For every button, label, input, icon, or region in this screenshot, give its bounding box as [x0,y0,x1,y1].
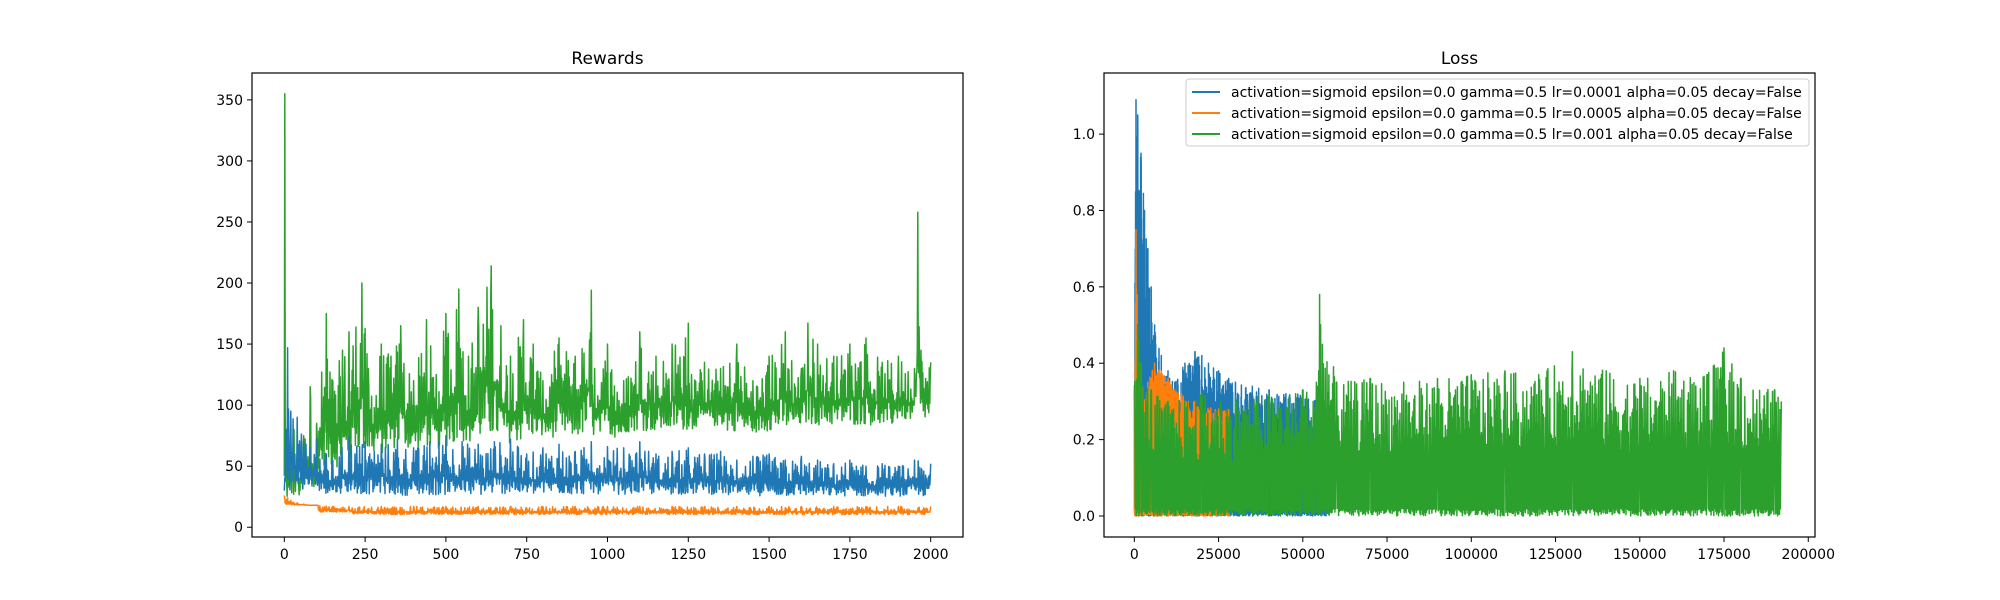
rewards-x-tick-label: 1250 [670,547,706,563]
loss-x-tick-label: 125000 [1529,547,1582,563]
loss-y-tick-label: 0.6 [1073,280,1095,296]
rewards-y-axis: 0 50 100 150 200 250 300 350 [216,93,252,536]
rewards-y-tick-label: 250 [216,215,243,231]
rewards-x-axis: 0 250 500 750 1000 1250 1500 1750 2000 [280,537,949,563]
loss-x-tick-label: 75000 [1365,547,1410,563]
rewards-x-tick-label: 1750 [832,547,868,563]
loss-x-tick-label: 25000 [1196,547,1241,563]
rewards-y-tick-label: 100 [216,398,243,414]
loss-y-tick-label: 1.0 [1073,127,1095,143]
rewards-x-tick-label: 0 [280,547,289,563]
loss-lines [1133,98,1783,517]
rewards-y-tick-label: 200 [216,276,243,292]
legend-box [1185,78,1810,147]
rewards-plot-frame [251,72,964,538]
loss-y-tick-label: 0.8 [1073,203,1095,219]
rewards-x-tick-label: 2000 [913,547,949,563]
loss-x-tick-label: 150000 [1613,547,1666,563]
loss-y-tick-label: 0.0 [1073,509,1095,525]
loss-x-tick-label: 50000 [1281,547,1326,563]
loss-title: Loss [1441,49,1478,69]
rewards-x-tick-label: 750 [513,547,540,563]
loss-x-tick-label: 175000 [1697,547,1750,563]
rewards-series-line-0 [283,93,932,498]
rewards-subplot: Rewards 0 250 500 750 1000 1250 1500 1750 2000 0… [216,49,964,563]
loss-subplot: Loss 0 25000 50000 75000 100000 125000 150000 1… [1073,49,1835,563]
loss-y-axis: 0.0 0.2 0.4 0.6 0.8 1.0 [1073,127,1104,525]
rewards-y-tick-label: 350 [216,93,243,109]
loss-y-tick-label: 0.2 [1073,433,1095,449]
legend-label-lr-0.001: activation=sigmoid epsilon=0.0 gamma=0.5… [1231,127,1793,143]
rewards-lines [283,93,932,516]
rewards-y-tick-label: 0 [234,520,243,536]
loss-series-line-2 [1133,293,1783,517]
rewards-series-line-2 [283,495,932,516]
loss-x-axis: 0 25000 50000 75000 100000 125000 150000 175000… [1130,537,1835,563]
loss-x-tick-label: 200000 [1782,547,1835,563]
rewards-x-tick-label: 1000 [590,547,626,563]
rewards-x-tick-label: 250 [352,547,379,563]
rewards-y-tick-label: 150 [216,337,243,353]
legend-label-lr-0.0001: activation=sigmoid epsilon=0.0 gamma=0.5… [1231,85,1802,101]
loss-legend: activation=sigmoid epsilon=0.0 gamma=0.5… [1185,78,1810,147]
rewards-series-line-1 [283,346,932,497]
loss-plot-frame [1103,72,1816,538]
rewards-x-tick-label: 500 [433,547,460,563]
rewards-x-tick-label: 1500 [751,547,787,563]
rewards-y-tick-label: 50 [225,459,243,475]
rewards-y-tick-label: 300 [216,154,243,170]
loss-y-tick-label: 0.4 [1073,356,1095,372]
loss-x-tick-label: 0 [1130,547,1139,563]
legend-label-lr-0.0005: activation=sigmoid epsilon=0.0 gamma=0.5… [1231,106,1802,122]
loss-x-tick-label: 100000 [1445,547,1498,563]
rewards-title: Rewards [571,49,643,69]
